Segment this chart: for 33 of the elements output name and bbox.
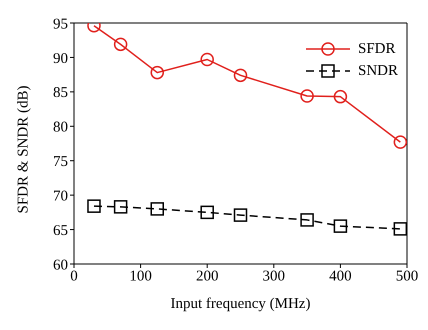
- x-axis-title: Input frequency (MHz): [170, 296, 310, 312]
- point: [200, 52, 214, 66]
- x-tick-label: 0: [70, 268, 78, 285]
- x-tick-label: 300: [262, 268, 286, 285]
- y-tick-label: 80: [53, 120, 68, 136]
- y-tick-label: 60: [53, 257, 68, 274]
- y-tick-label: 70: [53, 188, 68, 204]
- point: [300, 89, 314, 103]
- legend-label: SFDR: [358, 40, 396, 58]
- point: [394, 135, 407, 149]
- point: [234, 68, 248, 82]
- x-tick-label: 400: [329, 268, 352, 285]
- point: [114, 38, 128, 52]
- y-tick-label: 90: [53, 50, 68, 67]
- y-tick-label: 65: [53, 222, 68, 239]
- y-tick-label: 95: [53, 16, 68, 32]
- legend-label: SNDR: [358, 62, 398, 80]
- y-tick-label: 75: [53, 154, 68, 170]
- point: [150, 202, 164, 216]
- point: [334, 219, 348, 233]
- point: [300, 213, 314, 227]
- point: [150, 66, 164, 80]
- x-tick-label: 100: [129, 268, 152, 285]
- y-axis-title: SFDR & SNDR (dB): [15, 86, 32, 214]
- x-tick-label: 500: [396, 268, 418, 285]
- point: [234, 208, 248, 222]
- point: [394, 222, 407, 236]
- point: [87, 199, 101, 213]
- y-tick-label: 85: [53, 85, 68, 102]
- point: [200, 206, 214, 220]
- point: [114, 200, 128, 214]
- point: [334, 90, 348, 104]
- x-tick-label: 200: [196, 268, 218, 285]
